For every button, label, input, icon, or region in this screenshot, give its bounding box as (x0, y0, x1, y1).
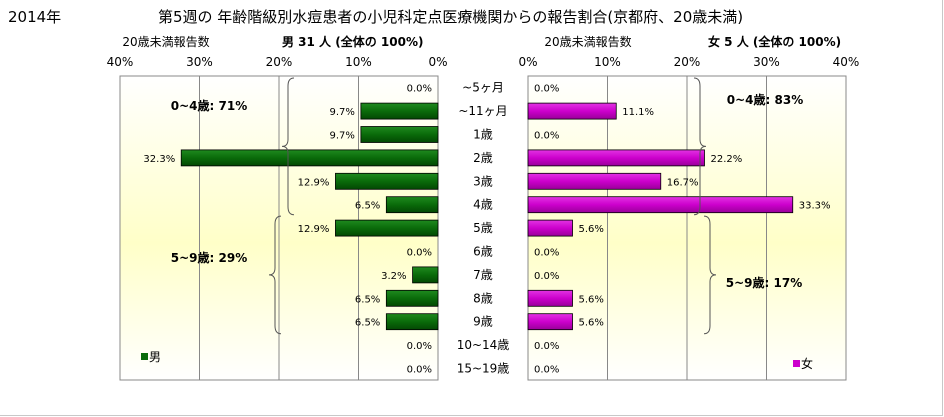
right-annotation-0-4: 0~4歳: 83% (727, 92, 803, 107)
category-label: 2歳 (473, 151, 493, 165)
female-value-label: 0.0% (534, 341, 559, 352)
left-annotation-5-9: 5~9歳: 29% (171, 250, 247, 265)
female-bar (527, 102, 617, 120)
category-label: 9歳 (473, 315, 493, 329)
year-label: 2014年 (8, 8, 61, 26)
female-bar (527, 196, 794, 214)
right-tick-labels: 0% 10% 20% 30% 40% (518, 55, 859, 69)
female-value-label: 22.2% (710, 154, 742, 165)
female-bar (527, 313, 573, 331)
female-value-label: 5.6% (579, 294, 604, 305)
right-axis-caption: 20歳未満報告数 (544, 34, 631, 49)
left-tick-labels: 0% 10% 20% 30% 40% (107, 55, 448, 69)
right-tick-label: 0% (518, 55, 537, 69)
category-label: 10~14歳 (457, 338, 510, 352)
male-value-label: 0.0% (407, 84, 432, 95)
right-annotation-5-9: 5~9歳: 17% (726, 275, 802, 290)
female-bar (527, 149, 705, 167)
male-bar (180, 149, 439, 167)
female-value-label: 16.7% (667, 177, 699, 188)
left-legend: 男 (141, 350, 161, 364)
female-value-label: 0.0% (534, 271, 559, 282)
left-axis-caption: 20歳未満報告数 (122, 34, 209, 49)
male-bar (335, 219, 439, 237)
category-label: 7歳 (473, 268, 493, 282)
right-brace-5-9 (703, 215, 717, 335)
male-value-label: 6.5% (355, 201, 380, 212)
female-value-label: 11.1% (622, 107, 654, 118)
category-label: 1歳 (473, 128, 493, 142)
female-bar (527, 172, 662, 190)
male-value-label: 12.9% (298, 224, 330, 235)
category-label: 8歳 (473, 291, 493, 305)
left-panel-heading: 男 31 人 (全体の 100%) (282, 34, 423, 49)
right-brace-0-4 (693, 77, 707, 216)
male-value-label: 9.7% (329, 107, 354, 118)
male-value-label: 6.5% (355, 294, 380, 305)
right-panel-heading: 女 5 人 (全体の 100%) (708, 34, 841, 49)
female-value-label: 33.3% (799, 201, 831, 212)
category-labels: ~5ヶ月 ~11ヶ月 1歳 2歳 3歳 4歳 5歳 6歳 7歳 8歳 9歳 10~14歳 15~19歳 (457, 81, 510, 376)
male-value-label: 12.9% (298, 177, 330, 188)
male-value-label: 0.0% (407, 365, 432, 376)
left-brace-5-9 (268, 215, 282, 335)
male-value-label: 0.0% (407, 341, 432, 352)
male-bar (412, 266, 439, 284)
left-tick-label: 10% (345, 55, 372, 69)
male-bar (335, 172, 439, 190)
left-tick-label: 0% (428, 55, 447, 69)
right-gridlines (607, 76, 767, 380)
male-value-label: 6.5% (355, 318, 380, 329)
right-legend-label: 女 (801, 356, 813, 371)
category-label: 5歳 (473, 221, 493, 235)
right-tick-label: 40% (833, 55, 860, 69)
left-tick-label: 20% (266, 55, 293, 69)
left-tick-label: 30% (186, 55, 213, 69)
category-label: 6歳 (473, 245, 493, 259)
male-bar (385, 196, 439, 214)
right-legend: 女 (793, 356, 813, 371)
category-label: 3歳 (473, 174, 493, 188)
male-bar (385, 289, 439, 307)
right-legend-swatch (793, 360, 800, 367)
male-value-label: 3.2% (381, 271, 406, 282)
category-label: ~11ヶ月 (458, 104, 507, 118)
category-label: ~5ヶ月 (462, 81, 504, 95)
chart-title: 第5週の 年齢階級別水痘患者の小児科定点医療機関からの報告割合(京都府、20歳未… (158, 8, 743, 26)
female-bar (527, 219, 573, 237)
right-tick-label: 20% (674, 55, 701, 69)
right-bars (527, 102, 794, 331)
male-bar (385, 313, 439, 331)
female-value-label: 0.0% (534, 365, 559, 376)
right-value-labels: 0.0% 11.1% 0.0% 22.2% 16.7% 33.3% 5.6% 0.0% 0.0%… (534, 84, 831, 376)
category-label: 4歳 (473, 198, 493, 212)
female-value-label: 5.6% (579, 224, 604, 235)
female-value-label: 0.0% (534, 84, 559, 95)
male-bar (360, 126, 439, 143)
left-tick-label: 40% (107, 55, 134, 69)
right-tick-label: 30% (753, 55, 780, 69)
category-label: 15~19歳 (457, 362, 510, 376)
male-value-label: 32.3% (143, 154, 175, 165)
left-brace-0-4 (281, 77, 295, 216)
male-value-label: 0.0% (407, 248, 432, 259)
right-tick-label: 10% (594, 55, 621, 69)
left-legend-label: 男 (149, 350, 161, 364)
male-bar (360, 102, 439, 120)
left-bars (180, 102, 439, 331)
female-value-label: 0.0% (534, 131, 559, 142)
left-legend-swatch (141, 353, 148, 360)
female-value-label: 5.6% (579, 318, 604, 329)
female-bar (527, 289, 573, 307)
male-value-label: 9.7% (329, 131, 354, 142)
left-annotation-0-4: 0~4歳: 71% (171, 98, 247, 113)
group-annotations: 0~4歳: 71% 5~9歳: 29% 0~4歳: 83% 5~9歳: 17% (171, 77, 803, 335)
left-value-labels: 0.0% 9.7% 9.7% 32.3% 12.9% 6.5% 12.9% 0.0% 3.2% 6… (143, 84, 432, 376)
female-value-label: 0.0% (534, 248, 559, 259)
